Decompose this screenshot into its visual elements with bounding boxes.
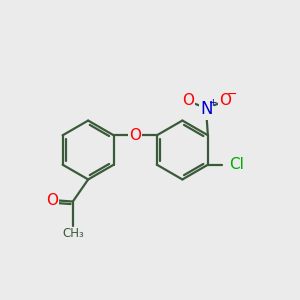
Text: O: O xyxy=(129,128,141,143)
Text: −: − xyxy=(227,88,238,101)
Text: O: O xyxy=(219,93,231,108)
Text: Cl: Cl xyxy=(230,157,244,172)
Text: O: O xyxy=(46,193,58,208)
Text: +: + xyxy=(208,98,217,108)
Text: CH₃: CH₃ xyxy=(62,227,84,240)
Text: O: O xyxy=(182,93,194,108)
Text: N: N xyxy=(200,100,213,118)
